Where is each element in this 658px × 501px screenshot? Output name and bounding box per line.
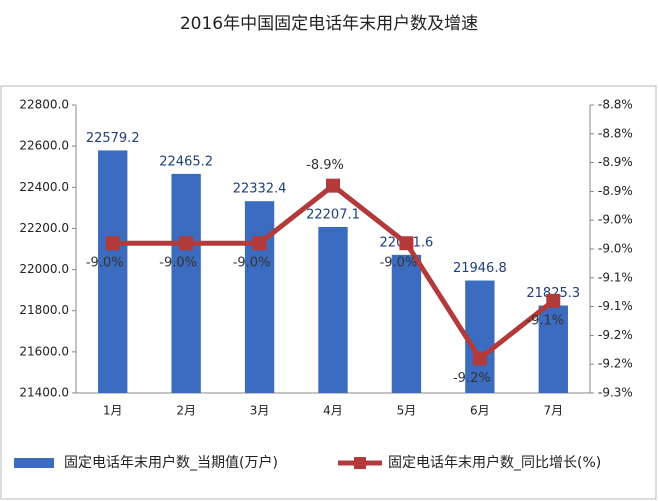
x-tick-label: 4月	[323, 404, 343, 418]
legend-swatch-marker	[354, 457, 366, 469]
legend-label: 固定电话年末用户数_同比增长(%)	[388, 454, 601, 471]
line-marker	[399, 236, 414, 251]
line-value-label: -9.2%	[453, 371, 491, 386]
y-tick-label: 21400.0	[19, 386, 69, 400]
y2-tick-label: -9.1%	[598, 270, 633, 284]
bar-value-label: 21946.8	[453, 261, 507, 276]
x-tick-label: 6月	[470, 404, 490, 418]
legend-swatch	[14, 458, 54, 468]
y-tick-label: 22800.0	[19, 98, 69, 112]
line-value-label: -8.9%	[306, 158, 344, 173]
y2-tick-label: -8.8%	[598, 126, 633, 140]
y2-tick-label: -8.9%	[598, 155, 633, 169]
bar-value-label: 22207.1	[306, 207, 360, 222]
line-value-label: -9.0%	[380, 256, 418, 271]
bar-value-label: 22465.2	[159, 154, 213, 169]
bar	[244, 201, 275, 393]
bar-value-label: 22332.4	[233, 182, 287, 197]
y-tick-label: 22400.0	[19, 180, 69, 194]
line-marker	[179, 236, 194, 251]
y2-tick-label: -8.9%	[598, 184, 633, 198]
y-tick-label: 22600.0	[19, 139, 69, 153]
x-tick-label: 5月	[397, 404, 417, 418]
bar-value-label: 22579.2	[86, 131, 140, 146]
y2-tick-label: -8.8%	[598, 98, 633, 112]
line-value-label: -9.0%	[86, 256, 124, 271]
bar	[318, 226, 348, 393]
y-tick-label: 21600.0	[19, 344, 69, 358]
x-tick-label: 2月	[176, 404, 196, 418]
line-marker	[546, 293, 561, 308]
line-marker	[105, 236, 120, 251]
chart-title: 2016年中国固定电话年末用户数及增速	[180, 14, 478, 34]
y2-tick-label: -9.0%	[598, 213, 633, 227]
y2-tick-label: -9.2%	[598, 328, 633, 342]
chart-frame	[0, 85, 657, 500]
line-marker	[252, 236, 267, 251]
y-tick-label: 22000.0	[19, 262, 69, 276]
line-marker	[472, 351, 487, 366]
line-value-label: -9.0%	[233, 256, 271, 271]
legend-label: 固定电话年末用户数_当期值(万户)	[64, 454, 278, 471]
bar-value-label: 21825.3	[526, 286, 580, 301]
bar	[391, 254, 422, 393]
line-value-label: -9.1%	[526, 313, 564, 328]
x-tick-label: 1月	[103, 404, 123, 418]
line-value-label: -9.0%	[159, 256, 197, 271]
y2-tick-label: -9.2%	[598, 357, 633, 371]
y-tick-label: 21800.0	[19, 303, 69, 317]
x-tick-label: 7月	[543, 404, 563, 418]
bar	[98, 150, 128, 393]
y-tick-label: 22200.0	[19, 221, 69, 235]
bar	[171, 173, 201, 393]
y2-tick-label: -9.0%	[598, 242, 633, 256]
line-marker	[326, 178, 340, 193]
bar	[538, 305, 568, 393]
y2-tick-label: -9.1%	[598, 299, 633, 313]
x-tick-label: 3月	[250, 404, 270, 418]
y2-tick-label: -9.3%	[598, 386, 633, 400]
bar	[465, 280, 495, 393]
